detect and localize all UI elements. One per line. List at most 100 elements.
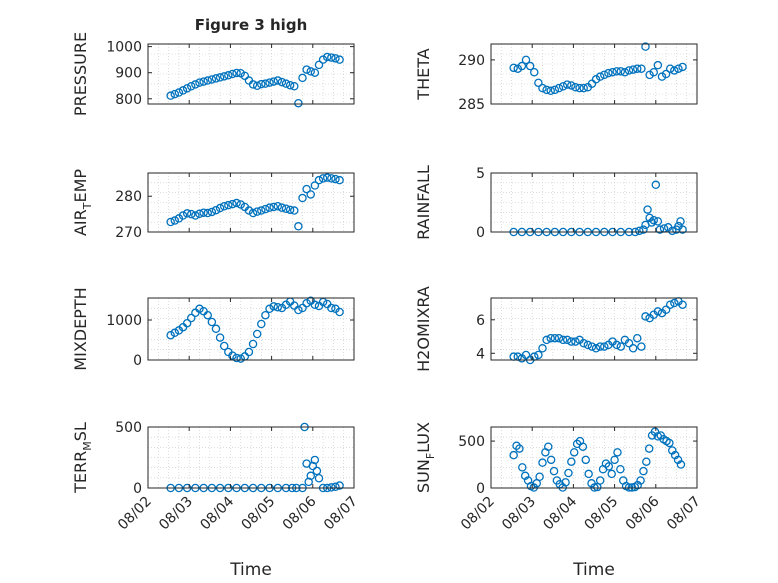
data-point [269,202,278,212]
data-point [236,200,245,209]
data-point [331,54,340,63]
data-point [335,481,344,490]
y-tick-label: 6 [476,313,485,329]
y-tick-label: 0 [476,481,485,497]
data-point [248,339,258,349]
data-point [187,82,196,91]
data-point [298,73,307,83]
data-point [224,200,233,210]
data-point [236,354,245,363]
data-point [285,80,295,90]
y-tick-label: 0 [476,225,485,241]
data-point [635,226,644,236]
axes-box [147,43,355,105]
data-point [601,459,611,468]
data-point [554,333,564,343]
data-point [335,55,344,64]
data-point [232,198,241,208]
data-point [583,340,593,350]
data-point [620,67,630,77]
data-point [261,79,270,88]
data-point [616,342,626,351]
y-axis-label: RAINFALL [414,165,433,240]
data-point [637,342,646,351]
data-point [232,353,241,363]
data-point [633,333,642,343]
data-point [191,80,200,89]
axes-box [490,426,698,489]
data-point [628,65,638,74]
data-point [310,455,320,465]
data-point [290,206,299,215]
data-point [273,202,283,211]
subplot-air-temp: 270 280 AIRTEMP [71,169,355,241]
y-axis-label: AIRTEMP [71,169,94,236]
data-point [335,307,344,317]
data-point [616,67,626,76]
data-point [587,342,597,351]
data-point [647,218,656,227]
data-point [655,225,665,234]
data-point [517,61,527,71]
data-point [600,70,609,80]
data-point [678,225,687,234]
data-point [641,312,650,321]
data-point [228,69,237,79]
data-point [578,442,588,451]
x-tick-label: 08/06 [623,493,663,533]
y-axis-label: MIXDEPTH [71,287,90,370]
data-point [661,69,671,79]
data-point [538,344,547,353]
y-axis-label: THETA [414,48,433,100]
data-point [252,81,262,90]
data-point [248,80,258,89]
axes-box [147,297,355,361]
data-point [595,72,605,81]
data-point [273,76,283,85]
data-point [509,450,518,460]
axes-box [490,297,698,361]
data-point [277,77,287,87]
data-point [546,333,555,343]
data-point [538,458,547,467]
data-point [257,206,266,215]
data-point [244,206,254,215]
y-tick-label: 5 [476,166,485,182]
data-point [294,98,303,108]
x-tick-label: 08/05 [239,494,279,534]
data-point [575,83,584,93]
y-tick-label: 1000 [106,313,142,329]
data-point [327,483,336,492]
subplot-sun-flux: 08/02 08/03 08/04 08/05 08/06 08/07 0 500 SUNFLU… [414,422,704,533]
axes-box [147,426,355,489]
data-point [649,67,658,77]
subplot-h2omixra: 4 6 H2OMIXRA [414,286,698,372]
data-point [643,205,652,214]
y-axis-label: PRESSURE [71,32,90,116]
data-point [546,455,556,465]
data-point [628,344,638,353]
x-tick-label: 08/02 [115,494,155,534]
y-tick-label: 270 [115,225,142,241]
data-point [322,173,332,182]
data-point [281,79,291,88]
y-tick-label: 285 [458,97,485,113]
data-point [207,317,217,327]
data-point [651,180,661,190]
data-point [550,333,560,343]
data-point [312,466,322,476]
x-axis-label-right: Time [572,560,615,580]
data-point [248,208,258,218]
data-point [544,442,553,451]
y-tick-label: 290 [458,53,485,69]
data-point [639,225,648,234]
data-point [314,175,324,185]
data-point [538,83,547,93]
data-point [306,67,315,76]
y-tick-label: 500 [115,420,142,436]
data-point [642,457,651,466]
data-point [203,208,212,218]
y-tick-label: 0 [133,481,142,497]
data-point [195,304,204,314]
data-point [521,350,531,360]
